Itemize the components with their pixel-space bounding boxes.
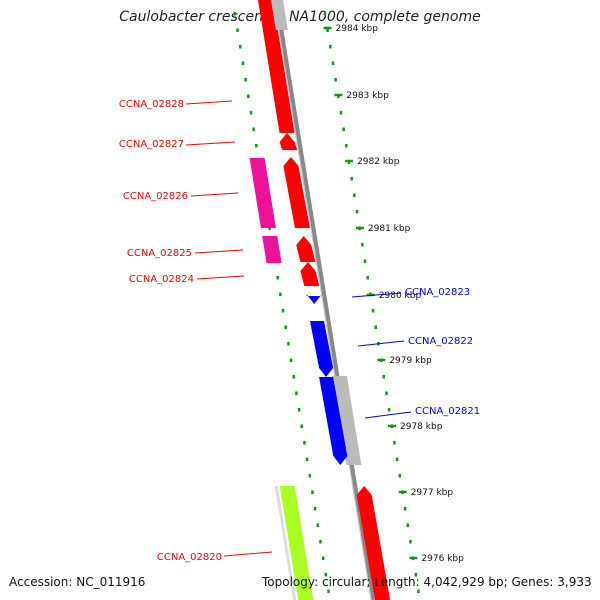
feature-block-lime bbox=[279, 486, 314, 600]
ruler-tick-label: 2981 kbp bbox=[368, 224, 411, 234]
gene-block-ccna-02822 bbox=[310, 321, 334, 377]
ruler-tick-label: 2977 kbp bbox=[411, 488, 454, 498]
gene-labels: CCNA_02828 CCNA_02827 CCNA_02826 CCNA_02825… bbox=[119, 99, 480, 563]
gene-label: CCNA_02822 bbox=[408, 336, 473, 347]
features bbox=[249, 0, 391, 600]
gene-leader-line bbox=[357, 340, 405, 347]
gene-label: CCNA_02826 bbox=[123, 191, 188, 202]
backbone-line bbox=[273, 0, 376, 600]
ruler-tick-label: 2978 kbp bbox=[400, 422, 443, 432]
feature-block-gray-top bbox=[271, 0, 288, 30]
ruler-tick-label: 2984 kbp bbox=[336, 24, 379, 34]
gene-block-ccna-02823 bbox=[305, 295, 322, 304]
map-title: Caulobacter crescentus NA1000, complete … bbox=[119, 9, 481, 25]
feature-block-magenta-2 bbox=[262, 236, 282, 263]
feature-block-lime-edge bbox=[274, 486, 297, 600]
ruler-tick-label: 2979 kbp bbox=[389, 356, 432, 366]
ruler-tick-label: 2980 kbp bbox=[379, 291, 422, 301]
gene-leader-line bbox=[351, 292, 402, 298]
backbone-highlight bbox=[273, 0, 372, 600]
feature-block-magenta-1 bbox=[249, 158, 276, 228]
gene-leader-line bbox=[196, 275, 245, 280]
gene-block-ccna-02828 bbox=[269, 72, 295, 133]
ruler-tick-label: 2976 kbp bbox=[421, 554, 464, 564]
topology-label: Topology: circular; Length: 4,042,929 bp… bbox=[262, 575, 592, 589]
feature-block-gray-2821 bbox=[331, 376, 362, 465]
gene-block-ccna-02825 bbox=[296, 236, 316, 262]
gene-label: CCNA_02820 bbox=[157, 552, 222, 563]
gene-label: CCNA_02821 bbox=[415, 406, 480, 417]
gene-block-ccna-02827 bbox=[279, 133, 298, 150]
accession-label: Accession: NC_011916 bbox=[9, 575, 146, 589]
gene-block-ccna-02824 bbox=[300, 262, 320, 286]
gene-leader-line bbox=[190, 192, 239, 197]
gene-label: CCNA_02823 bbox=[405, 287, 470, 298]
gene-block-ccna-02821 bbox=[319, 377, 348, 465]
gene-leader-line bbox=[185, 141, 236, 146]
gene-block-ccna-02820 bbox=[356, 486, 391, 600]
ruler-tick-label: 2983 kbp bbox=[346, 91, 389, 101]
gene-block-ccna-02826 bbox=[283, 157, 310, 228]
gene-leader-line bbox=[223, 551, 273, 557]
gene-label: CCNA_02825 bbox=[127, 248, 192, 259]
gene-leader-line bbox=[185, 100, 233, 105]
gene-leader-line bbox=[364, 411, 412, 419]
gene-label: CCNA_02827 bbox=[119, 139, 184, 150]
gene-label: CCNA_02828 bbox=[119, 99, 184, 110]
gene-leader-line bbox=[194, 249, 244, 254]
ruler-tick-label: 2982 kbp bbox=[357, 157, 400, 167]
gene-block-ccna-02829 bbox=[258, 0, 285, 72]
gene-label: CCNA_02824 bbox=[129, 274, 194, 285]
backbone bbox=[273, 0, 376, 600]
